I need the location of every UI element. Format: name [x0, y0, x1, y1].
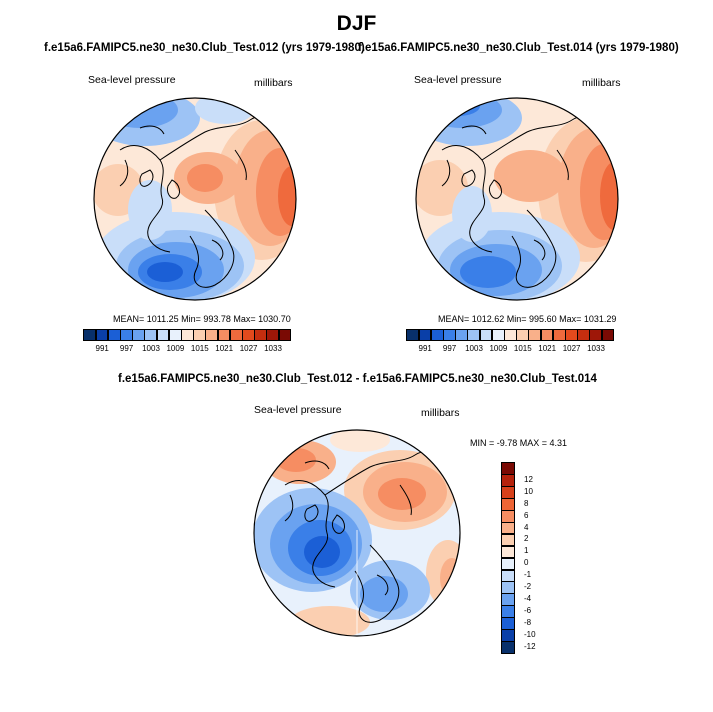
right-colorbar-tick-label: 1033 [587, 344, 605, 353]
right-map-border [415, 97, 619, 301]
right-colorbar-tick-label: 1027 [562, 344, 581, 353]
subtitle-left: f.e15a6.FAMIPC5.ne30_ne30.Club_Test.012 … [44, 42, 365, 54]
right-colorbar-tick-label: 991 [418, 344, 432, 353]
diff-colorbar-cell [501, 545, 515, 559]
right-colorbar-tick-label: 1021 [538, 344, 557, 353]
left-colorbar-tick-label: 1009 [166, 344, 185, 353]
diff-colorbar-cell [501, 521, 515, 535]
diff-colorbar-tick-label: 12 [524, 474, 533, 484]
diff-colorbar-tick-label: 4 [524, 522, 529, 532]
diff-colorbar-tick-label: 2 [524, 534, 529, 544]
left-colorbar-tick-label: 1033 [264, 344, 282, 353]
diff-variable-label: Sea-level pressure [254, 404, 342, 416]
left-variable-label: Sea-level pressure [88, 74, 176, 86]
right-colorbar-tick-label: 1015 [513, 344, 532, 353]
left-stats: MEAN= 1011.25 Min= 993.78 Max= 1030.70 [113, 314, 291, 324]
diff-colorbar-tick-label: 8 [524, 498, 529, 508]
figure-title: DJF [336, 12, 377, 35]
right-colorbar-tick-label: 1003 [465, 344, 483, 353]
left-colorbar-cell [278, 329, 292, 341]
diff-colorbar-cell [501, 462, 515, 475]
diff-colorbar-tick-label: -2 [524, 582, 532, 591]
diff-colorbar [501, 462, 515, 654]
left-colorbar [83, 329, 292, 341]
diff-colorbar-tick-label: 10 [524, 486, 533, 496]
diff-colorbar-tick-label: -12 [524, 641, 536, 651]
diff-colorbar-cell [501, 486, 515, 499]
left-colorbar-tick-label: 991 [95, 344, 109, 353]
diff-colorbar-tick-label: -4 [524, 593, 532, 603]
right-variable-label: Sea-level pressure [414, 74, 502, 86]
right-colorbar [406, 329, 615, 341]
right-colorbar-labels: 991 997 1003 1009 1015 1021 1027 1033 [407, 344, 627, 356]
diff-colorbar-labels: 12 10 8 6 4 2 1 0 -1 -2 -4 -6 -8 -10 -12 [521, 463, 551, 663]
diff-colorbar-cell [501, 510, 515, 523]
diff-colorbar-cell [501, 533, 515, 547]
left-colorbar-tick-label: 1015 [190, 344, 209, 353]
diff-map-field [254, 430, 460, 636]
diff-colorbar-tick-label: 0 [524, 558, 529, 568]
diff-colorbar-tick-label: 1 [524, 546, 529, 556]
diff-colorbar-cell [501, 581, 515, 594]
left-units-label: millibars [254, 77, 293, 89]
diff-colorbar-cell [501, 474, 515, 487]
diff-stats: MIN = -9.78 MAX = 4.31 [470, 438, 568, 448]
diff-colorbar-cell [501, 629, 515, 642]
right-colorbar-tick-label: 1009 [489, 344, 508, 353]
diff-colorbar-cell [501, 593, 515, 606]
diff-colorbar-tick-label: -6 [524, 605, 532, 615]
diff-colorbar-tick-label: 6 [524, 510, 529, 520]
right-colorbar-tick-label: 997 [442, 344, 457, 353]
right-units-label: millibars [582, 77, 621, 89]
right-stats: MEAN= 1012.62 Min= 995.60 Max= 1031.29 [438, 314, 617, 324]
diff-colorbar-cell [501, 641, 515, 654]
diff-colorbar-tick-label: -10 [524, 629, 536, 639]
diff-colorbar-cell [501, 557, 515, 571]
right-colorbar-cell [601, 329, 615, 341]
diff-colorbar-cell [501, 498, 515, 511]
left-colorbar-tick-label: 1003 [142, 344, 160, 353]
diff-colorbar-cell [501, 617, 515, 630]
diff-colorbar-tick-label: -1 [524, 570, 532, 580]
left-colorbar-labels: 991 997 1003 1009 1015 1021 1027 1033 [84, 344, 304, 356]
diff-title: f.e15a6.FAMIPC5.ne30_ne30.Club_Test.012 … [118, 373, 597, 385]
left-colorbar-tick-label: 997 [119, 344, 134, 353]
diff-colorbar-cell [501, 605, 515, 618]
diff-map-border [253, 429, 461, 637]
subtitle-right: f.e15a6.FAMIPC5.ne30_ne30.Club_Test.014 … [358, 42, 679, 54]
left-map-border [93, 97, 297, 301]
diff-colorbar-cell [501, 569, 515, 583]
left-colorbar-tick-label: 1027 [239, 344, 258, 353]
left-colorbar-tick-label: 1021 [215, 344, 234, 353]
diff-units-label: millibars [421, 407, 460, 419]
diff-colorbar-tick-label: -8 [524, 617, 532, 627]
